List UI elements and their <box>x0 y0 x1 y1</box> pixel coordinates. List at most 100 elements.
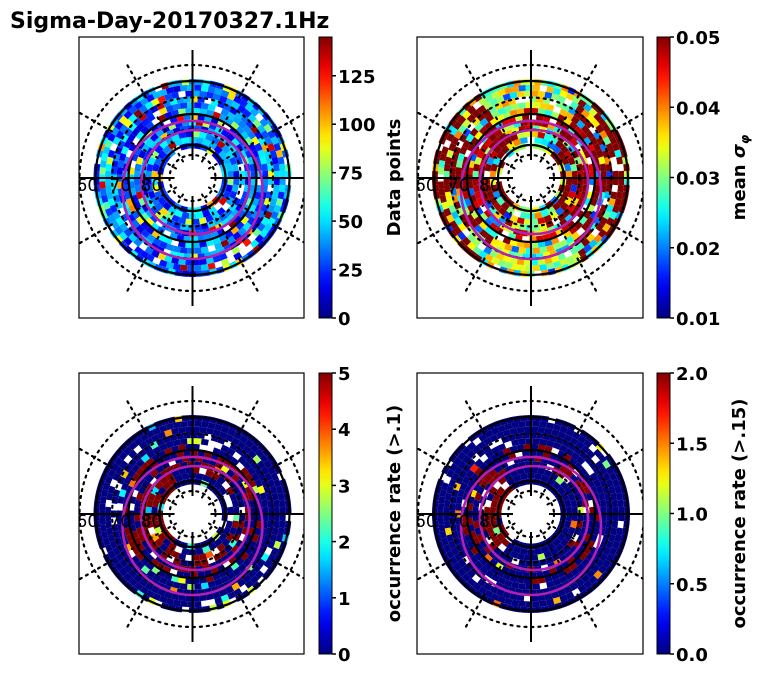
data-bin <box>489 532 498 542</box>
data-bin <box>233 431 243 441</box>
data-bin <box>557 95 567 104</box>
data-bin <box>484 93 494 103</box>
data-bin <box>151 178 158 186</box>
data-bin <box>523 554 531 561</box>
data-bin <box>278 163 286 172</box>
data-bin <box>523 218 531 225</box>
data-bin <box>263 223 273 233</box>
data-bin <box>214 578 223 587</box>
data-bin <box>124 127 133 137</box>
data-bin <box>557 150 566 160</box>
data-bin <box>149 541 159 551</box>
data-bin <box>156 121 166 130</box>
data-bin <box>260 466 270 476</box>
data-bin <box>235 125 245 135</box>
data-bin <box>450 136 460 146</box>
data-bin <box>563 433 573 443</box>
data-bin <box>220 239 230 248</box>
data-bin <box>610 191 618 200</box>
data-bin <box>569 246 579 255</box>
data-bin <box>174 138 183 147</box>
data-bin <box>551 255 560 263</box>
data-bin <box>144 246 154 255</box>
data-bin <box>484 200 494 209</box>
data-bin <box>489 196 498 206</box>
data-bin <box>557 588 567 597</box>
data-bin <box>509 91 518 99</box>
mlt-spoke-inner <box>130 142 178 170</box>
data-bin <box>237 104 247 114</box>
data-bin <box>593 570 603 580</box>
data-bin <box>140 221 150 231</box>
data-bin <box>218 212 228 222</box>
data-bin <box>519 212 528 219</box>
mlt-spoke-inner <box>539 116 567 163</box>
data-bin <box>561 526 570 536</box>
data-bin <box>228 480 238 490</box>
data-bin <box>600 506 607 514</box>
data-bin <box>119 558 129 568</box>
data-bin <box>562 138 572 148</box>
data-bin <box>516 444 525 452</box>
data-bin <box>488 141 498 151</box>
data-bin <box>235 221 245 231</box>
data-bin <box>247 130 256 140</box>
data-bin <box>611 142 620 152</box>
data-bin <box>256 460 266 470</box>
data-bin <box>446 534 454 543</box>
mlt-spoke <box>610 223 643 244</box>
data-bin <box>539 421 548 428</box>
data-bin <box>563 499 572 508</box>
data-bin <box>259 492 267 501</box>
data-bin <box>252 564 262 574</box>
data-bin <box>557 252 567 261</box>
data-bin <box>457 124 467 134</box>
data-bin <box>537 553 546 561</box>
data-bin <box>205 427 214 435</box>
ring-label-80: 80 <box>479 512 501 532</box>
data-bin <box>116 167 124 175</box>
data-bin <box>493 538 502 548</box>
data-bin <box>154 136 164 146</box>
data-bin <box>488 477 498 487</box>
data-bin <box>474 467 484 477</box>
data-bin <box>247 552 256 562</box>
data-bin <box>138 485 147 495</box>
mlt-spoke-inner <box>201 193 229 240</box>
data-bin <box>441 146 449 155</box>
data-bin <box>602 223 611 233</box>
data-bin <box>172 263 181 271</box>
mlt-spoke-inner <box>495 452 523 499</box>
polar-panel-3: 60 70 80 0 1 2 3 4 5 occurrence rate (>.1) <box>78 364 405 666</box>
data-bin <box>585 552 595 562</box>
data-bin <box>149 105 159 114</box>
mlt-spoke-inner <box>539 193 567 240</box>
data-bin <box>216 543 226 552</box>
data-bin <box>216 140 226 149</box>
data-bin <box>117 159 125 168</box>
axes-frame <box>78 36 305 319</box>
data-bin <box>583 103 593 113</box>
data-bin <box>504 86 513 95</box>
data-bin <box>192 554 200 561</box>
data-bin <box>551 591 560 599</box>
data-bin <box>488 132 498 142</box>
data-bin <box>279 170 286 178</box>
data-bin <box>511 263 520 271</box>
data-bin <box>493 144 502 154</box>
data-bin <box>504 261 513 270</box>
data-bin <box>444 527 452 536</box>
data-bin <box>252 228 262 238</box>
data-bin <box>155 554 165 564</box>
data-bin <box>101 194 109 203</box>
mlt-spoke <box>576 399 598 435</box>
data-bin <box>583 579 593 589</box>
data-bin <box>185 595 193 602</box>
data-bin <box>575 440 585 450</box>
data-bin <box>575 242 585 252</box>
data-bin <box>109 204 118 214</box>
data-bin <box>227 92 236 101</box>
data-bin <box>474 551 484 561</box>
data-bin <box>104 543 113 553</box>
data-bin <box>595 558 605 568</box>
